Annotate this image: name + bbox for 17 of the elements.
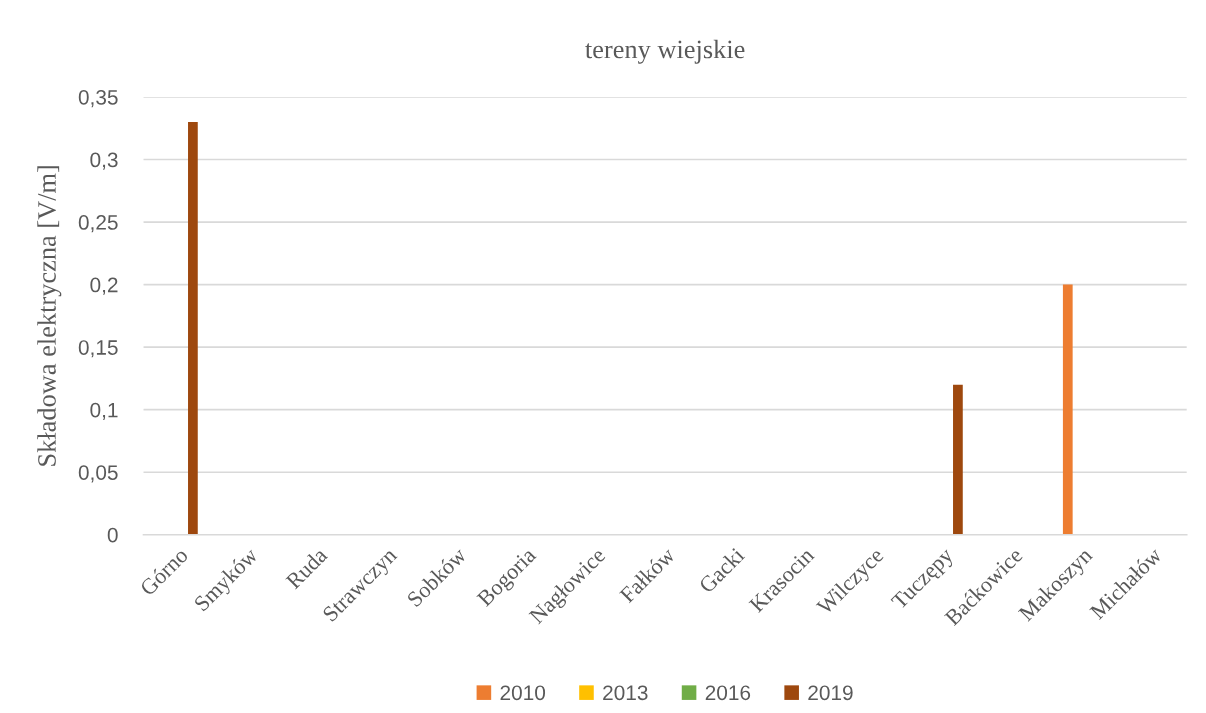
- y-tick-label: 0,25: [78, 215, 118, 233]
- legend-label: 2010: [500, 685, 546, 701]
- bar: [188, 121, 198, 535]
- y-tick-label: 0: [107, 527, 118, 543]
- y-tick-label: 0,05: [78, 465, 118, 483]
- bar: [1062, 284, 1073, 535]
- y-tick-label: 0,15: [78, 340, 118, 358]
- bar: [953, 384, 963, 535]
- y-tick-label: 0,2: [90, 277, 118, 295]
- y-tick-label: 0,35: [78, 89, 118, 108]
- y-tick-label: 0,1: [90, 402, 118, 420]
- legend-label: 2016: [705, 685, 751, 701]
- legend-label: 2013: [603, 685, 648, 701]
- y-tick-label: 0,3: [90, 152, 118, 170]
- chart-title: tereny wiejskie: [585, 39, 745, 64]
- legend-label: 2019: [808, 685, 853, 701]
- y-axis-title: Składowa elektryczna [V/m]: [37, 166, 62, 466]
